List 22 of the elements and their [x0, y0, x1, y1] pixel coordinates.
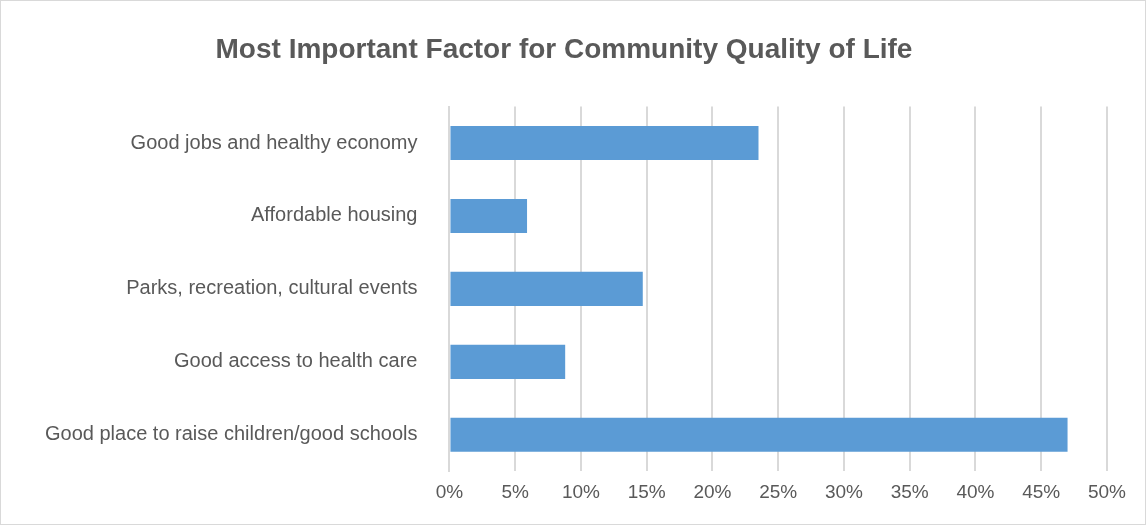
x-tick-label: 5%: [501, 480, 530, 502]
x-tick-label: 15%: [627, 480, 666, 502]
x-tick-label: 35%: [890, 480, 929, 502]
x-tick-label: 45%: [1022, 480, 1061, 502]
chart-title: Most Important Factor for Community Quality of Life: [215, 32, 913, 64]
bar: [450, 126, 759, 161]
bar: [450, 271, 643, 306]
x-tick-label: 50%: [1087, 480, 1127, 502]
x-tick-label: 0%: [435, 480, 464, 502]
x-tick-label: 40%: [956, 480, 995, 502]
y-tick-label: Good access to health care: [173, 349, 418, 372]
y-tick-label: Affordable housing: [251, 203, 418, 226]
bar: [450, 417, 1068, 452]
bar: [450, 198, 528, 234]
x-tick-label: 20%: [693, 480, 732, 502]
y-tick-label: Good place to raise children/good schools: [45, 422, 418, 445]
x-tick-label: 30%: [824, 480, 864, 502]
y-tick-label: Parks, recreation, cultural events: [126, 276, 418, 299]
bar: [450, 344, 566, 379]
x-tick-label: 25%: [759, 480, 798, 502]
x-tick-label: 10%: [561, 480, 601, 502]
y-tick-label: Good jobs and healthy economy: [130, 130, 418, 153]
